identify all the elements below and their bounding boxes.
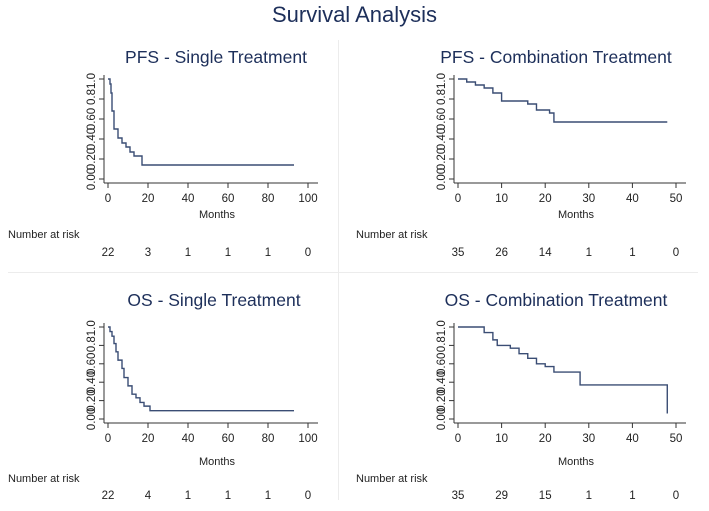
panel4-survival-curve (458, 326, 668, 414)
panel1-survival-curve (108, 78, 294, 166)
panel4-x-tick-label: 40 (626, 433, 639, 445)
panel1-x-tick-label: 80 (262, 193, 275, 205)
panel3-y-tick-label: 0.40 (86, 371, 98, 393)
panel3-risk-count: 4 (145, 490, 152, 502)
panel4-title: OS - Combination Treatment (445, 290, 668, 310)
panel2-risk-count: 26 (495, 247, 508, 259)
panel1-title: PFS - Single Treatment (125, 47, 307, 67)
panel3-risk-label: Number at risk (8, 473, 80, 485)
panel3-x-tick-label: 60 (222, 433, 235, 445)
panel1-x-tick-label: 40 (182, 193, 195, 205)
panel3-y-tick-label: 0.60 (86, 353, 98, 375)
panel-divider-vertical (338, 40, 339, 500)
panel1-x-tick-label: 0 (105, 193, 111, 205)
panel2-x-tick-label: 50 (670, 193, 683, 205)
panel3-x-tick-label: 80 (262, 433, 275, 445)
panel-divider-horizontal (8, 272, 698, 273)
panel1-x-tick-label: 60 (222, 193, 235, 205)
panel4-y-tick-label: 0.60 (436, 353, 448, 375)
panel4-x-tick-label: 0 (455, 433, 461, 445)
panel2-x-tick-label: 20 (539, 193, 552, 205)
figure-title: Survival Analysis (271, 2, 438, 27)
panel4-y-tick-label: 0.00 (436, 408, 448, 430)
panel2-risk-count: 1 (629, 247, 635, 259)
panel1-x-tick-label: 100 (298, 193, 317, 205)
panel2-x-tick-label: 40 (626, 193, 639, 205)
panel3-y-tick-label: 0.20 (86, 389, 98, 411)
panel3-y-tick-label: 0.00 (86, 408, 98, 430)
panel4-x-tick-label: 50 (670, 433, 683, 445)
panel2-risk-count: 35 (452, 247, 465, 259)
panel2-risk-count: 1 (586, 247, 592, 259)
panel2-risk-count: 0 (673, 247, 679, 259)
panel1-risk-count: 3 (145, 247, 151, 259)
panel1-risk-count: 22 (102, 247, 115, 259)
panel3-risk-count: 1 (185, 490, 191, 502)
panel2-survival-curve (458, 78, 668, 123)
panel3-x-axis-label: Months (199, 456, 236, 468)
panel4-risk-count: 1 (586, 490, 592, 502)
panel1-y-tick-label: 0.00 (86, 168, 98, 190)
panel3-risk-count: 0 (305, 490, 311, 502)
panel2-y-tick-label: 0.20 (436, 148, 448, 170)
panel4-risk-count: 29 (495, 490, 508, 502)
panel2-y-tick-label: 0.40 (436, 128, 448, 150)
panel2-risk-count: 14 (539, 247, 552, 259)
panel3-x-tick-label: 0 (105, 433, 111, 445)
panel3-survival-curve (108, 326, 294, 412)
panel2-x-tick-label: 10 (495, 193, 508, 205)
panel2-x-axis-label: Months (558, 209, 595, 221)
panel4-x-tick-label: 30 (582, 433, 595, 445)
panel3-x-tick-label: 100 (298, 433, 317, 445)
panel4-y-tick-label: 0.81.0 (436, 320, 448, 352)
panel4-y-tick-label: 0.40 (436, 371, 448, 393)
panel1-risk-count: 0 (305, 247, 311, 259)
panel1-x-axis-label: Months (199, 209, 236, 221)
panel4-y-tick-label: 0.20 (436, 389, 448, 411)
panel3-x-tick-label: 40 (182, 433, 195, 445)
panel3-title: OS - Single Treatment (127, 290, 300, 310)
panel1-y-tick-label: 0.20 (86, 148, 98, 170)
panel1-risk-count: 1 (265, 247, 271, 259)
panel2-x-tick-label: 30 (582, 193, 595, 205)
panel4-x-axis-label: Months (558, 456, 595, 468)
panel2-x-tick-label: 0 (455, 193, 461, 205)
panel4-risk-count: 1 (629, 490, 635, 502)
panel3-y-tick-label: 0.81.0 (86, 320, 98, 352)
panel1-y-tick-label: 0.81.0 (86, 73, 98, 105)
panel3-risk-count: 22 (102, 490, 115, 502)
panel2-title: PFS - Combination Treatment (440, 47, 672, 67)
panel1-y-tick-label: 0.40 (86, 128, 98, 150)
panel3-x-tick-label: 20 (142, 433, 155, 445)
panel1-risk-count: 1 (225, 247, 231, 259)
panel1-y-tick-label: 0.60 (86, 108, 98, 130)
panel2-risk-label: Number at risk (356, 229, 428, 241)
panel3-risk-count: 1 (225, 490, 231, 502)
panel4-risk-count: 35 (452, 490, 465, 502)
panel4-risk-count: 0 (673, 490, 679, 502)
panel2-y-tick-label: 0.81.0 (436, 73, 448, 105)
panel2-y-tick-label: 0.00 (436, 168, 448, 190)
panel1-risk-count: 1 (185, 247, 191, 259)
panel1-x-tick-label: 20 (142, 193, 155, 205)
panel1-risk-label: Number at risk (8, 229, 80, 241)
panel4-risk-label: Number at risk (356, 473, 428, 485)
panel3-risk-count: 1 (265, 490, 271, 502)
panel2-y-tick-label: 0.60 (436, 108, 448, 130)
panel4-x-tick-label: 20 (539, 433, 552, 445)
panel4-risk-count: 15 (539, 490, 552, 502)
panel4-x-tick-label: 10 (495, 433, 508, 445)
